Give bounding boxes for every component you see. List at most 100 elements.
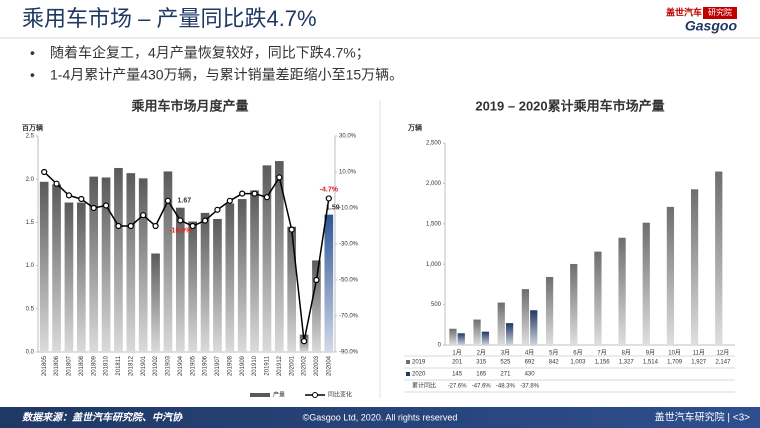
x-tick-label: 5月: [549, 350, 558, 357]
line-marker: [164, 197, 172, 204]
table-cell: 201: [452, 360, 463, 366]
x-tick-label: 201810: [104, 355, 110, 376]
y-tick-label: 1.5: [26, 220, 35, 226]
line-marker: [251, 190, 258, 197]
table-swatch: [406, 360, 410, 364]
bar: [312, 260, 321, 352]
bar: [530, 310, 538, 345]
y2-tick-label: -70.0%: [339, 314, 359, 320]
footer-page: 盖世汽车研究院 | <3>: [655, 411, 751, 424]
bullet: 随着车企复工，4月产量恢复较好，同比下跌4.7%；: [50, 45, 370, 62]
table-cell: 1,927: [691, 360, 707, 366]
y2-tick-label: -50.0%: [339, 278, 359, 284]
bar: [690, 189, 699, 345]
table-cell: 842: [549, 360, 560, 366]
x-tick-label: 201908: [227, 355, 233, 376]
x-tick-label: 201811: [116, 355, 122, 375]
line-marker: [177, 217, 184, 224]
bar: [570, 263, 578, 345]
x-tick-label: 201912: [277, 355, 283, 376]
bar: [52, 184, 61, 352]
bar: [642, 222, 650, 345]
bar: [473, 319, 481, 345]
line-marker: [53, 180, 60, 187]
line-marker: [214, 206, 221, 213]
line-marker: [78, 195, 85, 203]
x-tick-label: 201910: [252, 355, 258, 376]
bullet: 1-4月累计产量430万辆，与累计销量差距缩小至15万辆。: [50, 67, 403, 83]
bullet-dot: •: [30, 45, 35, 61]
table-cell: 1,327: [619, 360, 635, 366]
bar: [151, 253, 160, 352]
x-tick-label: 7月: [597, 350, 606, 357]
bar: [101, 177, 111, 352]
table-cell: 692: [525, 360, 536, 366]
line-marker: [313, 276, 320, 284]
logo-name: Gasgoo: [685, 18, 738, 34]
table-cell: 145: [452, 372, 463, 378]
table-cell: 1,156: [595, 360, 611, 366]
table-swatch: [406, 372, 410, 376]
bar: [213, 218, 222, 352]
line-marker: [115, 222, 122, 230]
table-cell: -37.8%: [520, 384, 540, 390]
table-cell: 315: [476, 360, 487, 366]
y2-tick-label: -10.0%: [339, 206, 359, 212]
table-row-label: 2019: [412, 360, 426, 366]
line-marker: [226, 197, 233, 204]
y2-tick-label: 10.0%: [339, 170, 357, 176]
bar: [521, 289, 530, 345]
table-cell: -48.3%: [496, 384, 516, 390]
legend-marker: [312, 392, 318, 398]
y-tick-label: 1,000: [426, 262, 442, 268]
logo-unit: 研究院: [708, 7, 732, 17]
bar: [39, 181, 49, 352]
bar: [200, 212, 210, 352]
y2-tick-label: 30.0%: [339, 134, 357, 140]
line-marker: [189, 222, 196, 230]
y-tick-label: 2.5: [26, 134, 35, 140]
bar: [188, 221, 198, 352]
line-marker: [263, 194, 271, 201]
bar: [545, 276, 554, 345]
y-tick-label: 1.0: [26, 263, 35, 269]
bar: [505, 323, 514, 345]
line-marker: [276, 174, 283, 181]
bar: [250, 190, 259, 352]
y-tick-label: 0.0: [26, 350, 35, 356]
bar: [89, 176, 99, 352]
x-tick-label: 201902: [153, 355, 159, 376]
line-marker: [201, 217, 209, 224]
line-marker: [300, 338, 308, 345]
y-axis-label: 百万辆: [22, 123, 43, 132]
bar: [715, 171, 723, 345]
legend-label: 同比变化: [328, 391, 352, 399]
x-tick-label: 8月: [622, 350, 631, 357]
x-tick-label: 201906: [203, 355, 209, 376]
table-cell: 165: [476, 372, 487, 378]
x-tick-label: 201808: [79, 355, 85, 376]
y-tick-label: 500: [431, 302, 442, 308]
y-tick-label: 1,500: [426, 221, 442, 227]
legend-swatch: [250, 393, 270, 397]
x-tick-label: 201809: [91, 355, 97, 376]
bar-label: 1.67: [178, 198, 192, 205]
table-row-label: 2020: [412, 372, 426, 378]
x-tick-label: 202004: [326, 355, 332, 376]
table-cell: 430: [525, 372, 536, 378]
footer-band: [0, 407, 760, 428]
legend-label: 产量: [273, 391, 285, 399]
y-tick-label: 2,000: [426, 181, 442, 187]
x-tick-label: 3月: [501, 350, 510, 357]
x-tick-label: 201901: [141, 355, 147, 376]
y2-tick-label: -90.0%: [339, 350, 359, 356]
logo-brand: 盖世汽车: [666, 6, 702, 17]
table-cell: 271: [500, 372, 511, 378]
x-tick-label: 201806: [54, 355, 60, 376]
x-tick-label: 201909: [240, 355, 246, 376]
bar: [497, 302, 505, 345]
x-tick-label: 1月: [452, 350, 461, 357]
line-marker: [65, 192, 73, 199]
x-tick-label: 202003: [314, 355, 320, 376]
